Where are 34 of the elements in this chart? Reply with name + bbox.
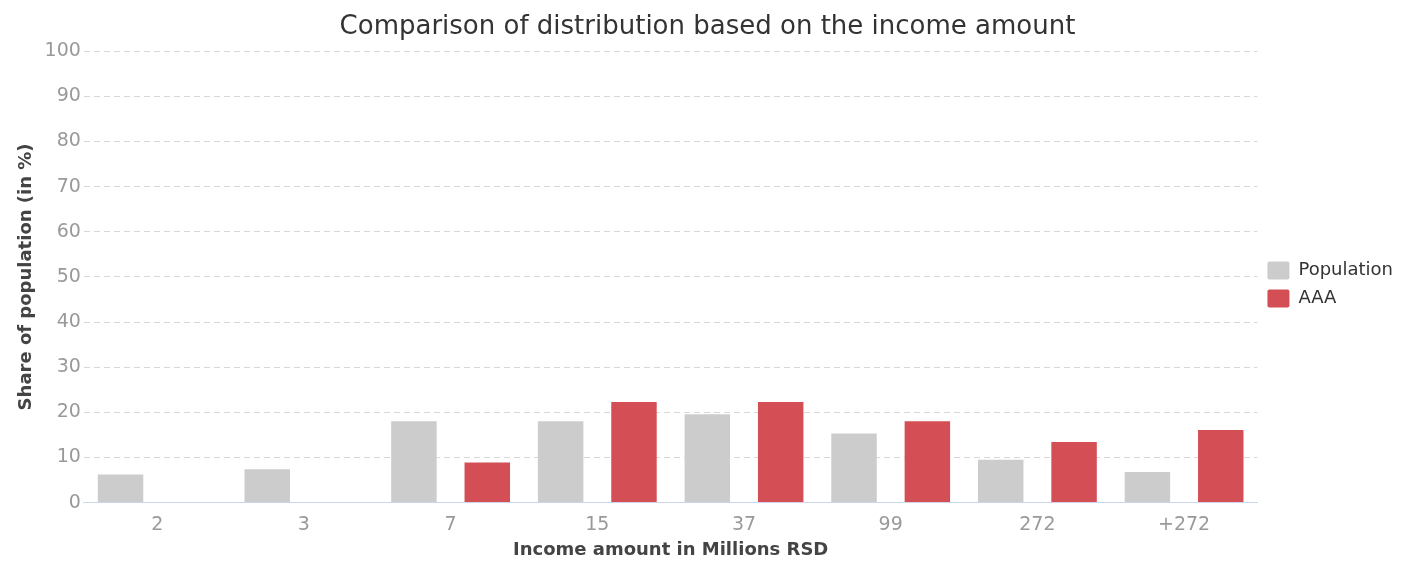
legend-label: AAA <box>1298 286 1338 308</box>
x-tick-label: 15 <box>585 511 610 534</box>
bar <box>977 459 1024 503</box>
bar <box>97 474 144 503</box>
y-tick-label: 100 <box>44 38 81 61</box>
x-tick-label: 7 <box>444 511 457 534</box>
x-tick-label: 272 <box>1019 511 1056 534</box>
bar <box>1124 471 1171 503</box>
x-tick-label: 37 <box>731 511 757 534</box>
bar <box>1051 442 1097 503</box>
x-tick-label: +272 <box>1157 511 1211 534</box>
y-axis-title: Share of population (in %) <box>14 143 36 411</box>
y-tick-label: 40 <box>56 308 81 331</box>
bar <box>244 469 290 503</box>
x-tick-label: 3 <box>297 511 310 534</box>
y-tick-label: 20 <box>56 399 81 422</box>
y-tick-label: 10 <box>56 444 81 467</box>
chart-title: Comparison of distribution based on the income amount <box>339 10 1076 41</box>
x-axis-title: Income amount in Millions RSD <box>512 537 829 559</box>
bar <box>611 401 657 503</box>
bar <box>904 421 951 503</box>
legend-label: Population <box>1298 258 1394 280</box>
y-tick-label: 90 <box>56 83 81 106</box>
y-tick-label: 80 <box>56 128 81 151</box>
bar <box>757 401 804 503</box>
y-tick-label: 50 <box>56 263 81 286</box>
y-tick-label: 30 <box>56 354 81 377</box>
y-tick-label: 0 <box>68 489 81 512</box>
x-tick-label: 2 <box>151 511 164 534</box>
y-tick-label: 70 <box>56 173 81 196</box>
bar <box>1198 429 1244 503</box>
x-tick-label: 99 <box>878 511 903 534</box>
y-tick-label: 60 <box>56 218 81 241</box>
bar <box>464 462 511 503</box>
